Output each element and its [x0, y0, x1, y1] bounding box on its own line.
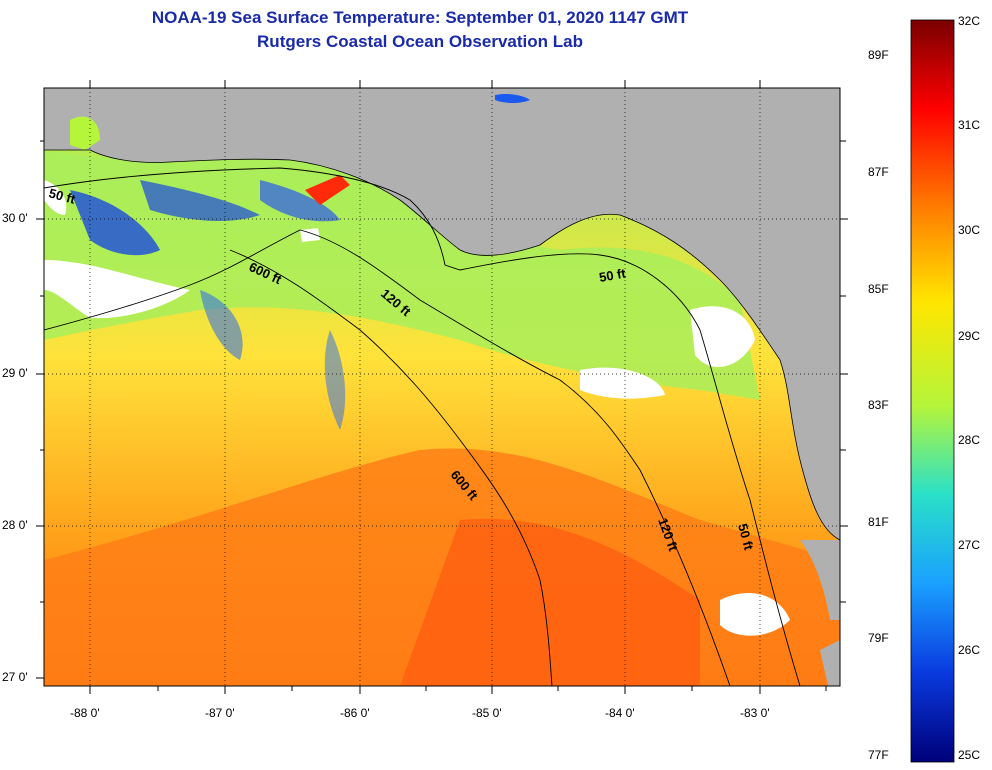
colorbar-label-c: 29C — [958, 329, 981, 343]
cool-streak — [260, 180, 340, 222]
bay-water — [70, 116, 100, 150]
colorbar-label-f: 79F — [868, 631, 889, 645]
warm-hotspot — [305, 175, 350, 205]
colorbar-label-f: 81F — [868, 515, 889, 529]
map-subtitle: Rutgers Coastal Ocean Observation Lab — [257, 32, 583, 51]
contour-50ft — [44, 167, 801, 686]
land-mass — [800, 540, 840, 620]
contour-120ft — [44, 229, 731, 686]
colorbar-label-c: 31C — [958, 118, 981, 132]
lon-label: -87 0' — [205, 706, 235, 720]
cool-streak — [140, 180, 260, 222]
cool-streak — [70, 190, 160, 256]
colorbar-label-c: 32C — [958, 14, 981, 28]
contour-600ft — [229, 249, 553, 686]
cool-streak — [324, 330, 346, 430]
lon-label: -84 0' — [605, 706, 635, 720]
colorbar-label-f: 85F — [868, 282, 889, 296]
contour-label-50ft: 50 ft — [598, 265, 628, 285]
cool-streak — [200, 290, 243, 360]
lat-label: 30 0' — [2, 211, 28, 225]
cloud-patch — [44, 180, 67, 215]
map-border — [43, 87, 841, 687]
cloud-patch — [720, 592, 790, 636]
map-area — [44, 88, 840, 686]
map-title: NOAA-19 Sea Surface Temperature: Septemb… — [151, 8, 689, 27]
colorbar-label-c: 26C — [958, 643, 981, 657]
graticule — [44, 88, 840, 686]
lat-label: 29 0' — [2, 366, 28, 380]
colorbar-label-f: 87F — [868, 165, 889, 179]
colorbar-label-c: 28C — [958, 433, 981, 447]
colorbar-label-c: 30C — [958, 223, 981, 237]
colorbar-label-f: 77F — [868, 748, 889, 762]
lon-label: -86 0' — [340, 706, 370, 720]
inland-water — [495, 93, 530, 103]
coastline — [44, 149, 840, 541]
lon-label: -83 0' — [740, 706, 770, 720]
contour-label-50ft: 50 ft — [47, 185, 77, 207]
lon-label: -85 0' — [472, 706, 502, 720]
land-mass — [44, 88, 840, 540]
land-mass — [820, 640, 840, 686]
colorbar-label-f: 83F — [868, 398, 889, 412]
colorbar — [910, 19, 955, 763]
colorbar-label-c: 25C — [958, 748, 981, 762]
axis-ticks — [36, 80, 848, 694]
contour-label-50ft: 50 ft — [735, 522, 757, 552]
colorbar-label-f: 89F — [868, 48, 889, 62]
colorbar-label-c: 27C — [958, 538, 981, 552]
lon-label: -88 0' — [70, 706, 100, 720]
lat-label: 27 0' — [2, 670, 28, 684]
lat-label: 28 0' — [2, 518, 28, 532]
cloud-patch — [44, 260, 190, 319]
cloud-patch — [580, 367, 665, 399]
